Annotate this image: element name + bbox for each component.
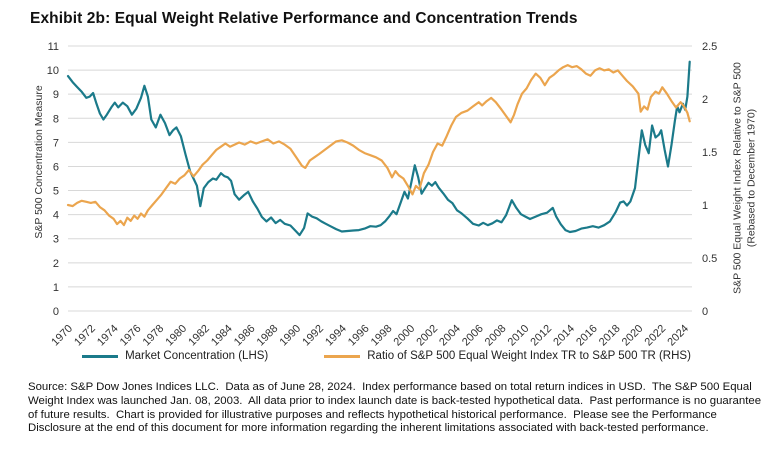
left-axis-tick-label: 1: [53, 282, 59, 294]
left-axis-tick-label: 4: [53, 210, 59, 222]
left-axis-tick-label: 0: [53, 306, 59, 318]
source-footnote: Source: S&P Dow Jones Indices LLC. Data …: [28, 381, 765, 435]
x-axis-tick-label: 1996: [346, 323, 372, 348]
right-axis-tick-label: 2.5: [702, 41, 717, 53]
right-axis-tick-label: 1: [702, 200, 708, 212]
right-axis-tick-label: 0: [702, 306, 708, 318]
left-axis-tick-label: 9: [53, 89, 59, 101]
x-axis-tick-label: 1988: [255, 323, 281, 348]
x-axis-tick-label: 1978: [141, 323, 167, 348]
left-axis-label: S&P 500 Concentration Measure: [33, 85, 45, 239]
chart-plot: 0123456789101100.511.522.519701972197419…: [47, 41, 718, 348]
left-axis-tick-label: 3: [53, 234, 59, 246]
x-axis-tick-label: 2022: [643, 323, 669, 348]
left-axis-tick-label: 7: [53, 137, 59, 149]
x-axis-tick-label: 1970: [49, 323, 75, 348]
x-axis-tick-label: 2018: [597, 323, 623, 348]
x-axis-tick-label: 2008: [483, 323, 509, 348]
page-title: Exhibit 2b: Equal Weight Relative Perfor…: [30, 10, 578, 27]
x-axis-tick-label: 1976: [118, 323, 144, 348]
x-axis-tick-label: 2006: [460, 323, 486, 348]
legend: Market Concentration (LHS) Ratio of S&P …: [0, 350, 773, 362]
x-axis-tick-label: 1982: [186, 323, 212, 348]
legend-label-ratio: Ratio of S&P 500 Equal Weight Index TR t…: [367, 350, 691, 362]
ratio-line: [66, 64, 691, 227]
x-axis-tick-label: 2012: [528, 323, 554, 348]
x-axis-tick-label: 1984: [209, 323, 235, 348]
right-axis-tick-label: 0.5: [702, 253, 717, 265]
x-axis-tick-label: 1992: [300, 323, 326, 348]
x-axis-tick-label: 2020: [620, 323, 646, 348]
x-axis-tick-label: 2014: [551, 323, 577, 348]
x-axis-tick-label: 2024: [665, 323, 691, 348]
x-axis-tick-label: 1994: [323, 323, 349, 348]
legend-label-concentration: Market Concentration (LHS): [125, 350, 269, 362]
x-axis-tick-label: 1990: [277, 323, 303, 348]
x-axis-tick-label: 2002: [414, 323, 440, 348]
concentration-line: [66, 60, 691, 237]
left-axis-tick-label: 8: [53, 113, 59, 125]
legend-item-ratio: Ratio of S&P 500 Equal Weight Index TR t…: [324, 350, 691, 362]
x-axis-tick-label: 2000: [392, 323, 418, 348]
x-axis-tick-label: 1972: [72, 323, 98, 348]
x-axis-tick-label: 2010: [506, 323, 532, 348]
legend-item-concentration: Market Concentration (LHS): [82, 350, 268, 362]
x-axis-tick-label: 1986: [232, 323, 258, 348]
right-axis-label-line2: (Rebased to December 1970): [745, 108, 757, 248]
left-axis-tick-label: 2: [53, 258, 59, 270]
right-axis-tick-label: 1.5: [702, 147, 717, 159]
x-axis-tick-label: 1998: [369, 323, 395, 348]
ratio-line-swatch: [324, 354, 361, 358]
left-axis-tick-label: 10: [47, 65, 59, 77]
x-axis-tick-label: 2016: [574, 323, 600, 348]
x-axis-tick-label: 1980: [163, 323, 189, 348]
left-axis-tick-label: 11: [48, 41, 59, 53]
x-axis-tick-label: 2004: [437, 323, 463, 348]
right-axis-label-line1: S&P 500 Equal Weight Index Relative to S…: [731, 62, 744, 294]
left-axis-tick-label: 5: [53, 186, 59, 198]
left-axis-tick-label: 6: [53, 161, 59, 173]
right-axis-label: S&P 500 Equal Weight Index Relative to S…: [731, 62, 758, 294]
x-axis-tick-label: 1974: [95, 323, 121, 348]
right-axis-tick-label: 2: [702, 94, 708, 106]
concentration-line-swatch: [82, 354, 119, 358]
